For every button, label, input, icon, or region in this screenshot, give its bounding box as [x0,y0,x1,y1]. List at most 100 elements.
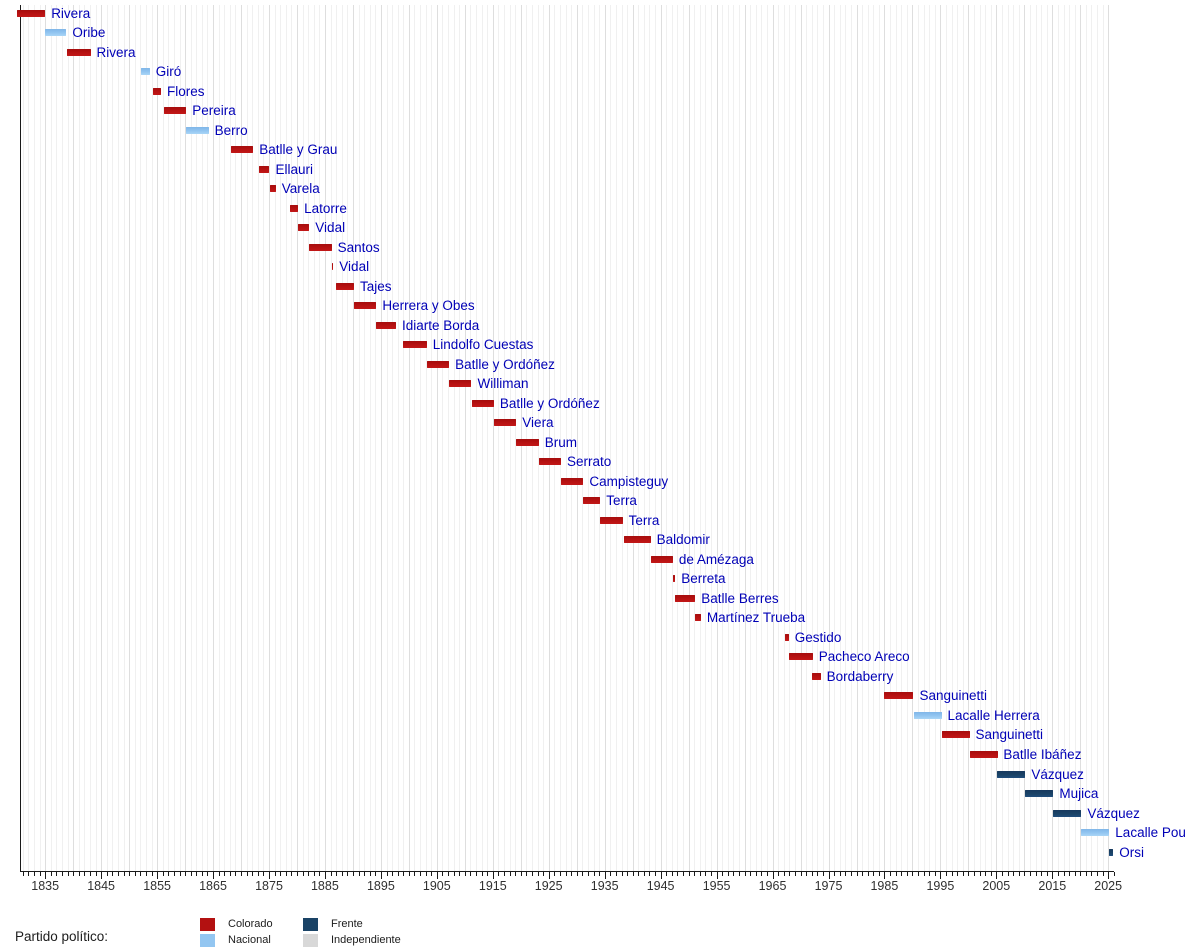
axis-tick [565,872,567,876]
axis-tick [67,872,69,876]
gridline [655,5,656,871]
axis-tick [1085,872,1087,876]
gridline [627,5,629,871]
axis-tick [946,872,947,876]
axis-tick [397,872,399,876]
gridline [464,5,466,871]
president-bar-serrato [538,458,562,466]
gridline [246,5,248,871]
axis-tick [705,872,707,876]
axis-tick [56,872,58,876]
axis-tick [806,872,808,876]
president-bar-de-amezaga [650,555,673,563]
axis-tick [1013,872,1015,876]
axis-tick [420,872,421,876]
axis-tick [985,872,987,876]
axis-tick [1057,872,1059,876]
axis-tick [632,872,634,876]
president-bar-giro [141,68,150,75]
axis-tick [308,872,310,876]
gridline [134,5,136,871]
gridline [548,5,550,871]
axis-tick [280,872,282,876]
axis-tick [979,872,981,876]
gridline [431,5,433,871]
axis-tick [593,872,595,876]
president-bar-pacheco-areco [788,653,813,661]
president-bar-berro [186,126,209,134]
gridline [380,5,382,871]
axis-tick [509,872,511,876]
axis-tick [246,872,248,876]
gridline [940,5,942,871]
gridline [213,5,214,871]
president-name-label: Berreta [681,571,726,587]
axis-tick [828,872,830,879]
axis-tick [918,872,919,876]
gridline [1024,5,1026,871]
president-name-label: Berro [214,122,248,138]
gridline [789,5,791,871]
president-bar-lindolfo-cuestas [403,341,427,349]
president-bar-batlle-ibanez [969,751,998,758]
gridline [1013,5,1015,871]
president-name-label: Bordaberry [826,668,894,684]
president-name-label: Varela [281,181,320,197]
gridline [162,5,164,871]
gridline [565,5,567,871]
axis-tick [610,872,612,876]
gridline [1069,5,1071,871]
axis-tick [1108,872,1110,879]
axis-tick [515,872,517,876]
president-name-label: Pacheco Areco [818,649,910,665]
axis-tick [957,872,959,876]
president-bar-batlle-y-ordonez [471,399,494,407]
gridline [531,5,533,871]
gridline [811,5,813,871]
axis-tick [319,872,321,876]
gridline [615,5,617,871]
gridline [822,5,824,871]
axis-tick [241,872,242,876]
president-bar-rivera [67,48,91,56]
gridline [985,5,987,871]
axis-tick [811,872,813,876]
axis-tick [643,872,645,876]
president-name-label: Santos [337,239,380,255]
axis-tick [990,872,992,876]
gridline [621,5,623,871]
axis-tick [403,872,405,876]
president-bar-idiarte-borda [376,321,396,329]
president-name-label: Lacalle Herrera [947,707,1040,723]
axis-tick [951,872,953,876]
gridline [996,5,998,871]
gridline [117,5,119,871]
axis-tick [727,872,729,876]
axis-tick [140,872,142,876]
gridline [291,5,293,871]
gridline [649,5,651,871]
gridline [1046,5,1048,871]
gridline [95,5,97,871]
gridline [173,5,175,871]
axis-tick [157,872,159,879]
gridline [341,5,343,871]
gridline [358,5,360,871]
president-name-label: Lindolfo Cuestas [432,337,534,353]
axis-tick [531,872,533,876]
gridline [979,5,981,871]
axis-tick [1046,872,1048,876]
president-bar-vazquez [997,770,1026,778]
axis-tick-label: 1885 [310,879,339,893]
president-name-label: Batlle y Ordóñez [455,356,555,372]
axis-tick [822,872,824,876]
axis-tick [912,872,914,876]
president-name-label: Sanguinetti [919,688,988,704]
gridline [34,5,35,871]
gridline [101,5,103,871]
axis-tick [302,872,304,876]
gridline [632,5,634,871]
gridline [962,5,964,871]
president-bar-rivera [17,9,46,17]
